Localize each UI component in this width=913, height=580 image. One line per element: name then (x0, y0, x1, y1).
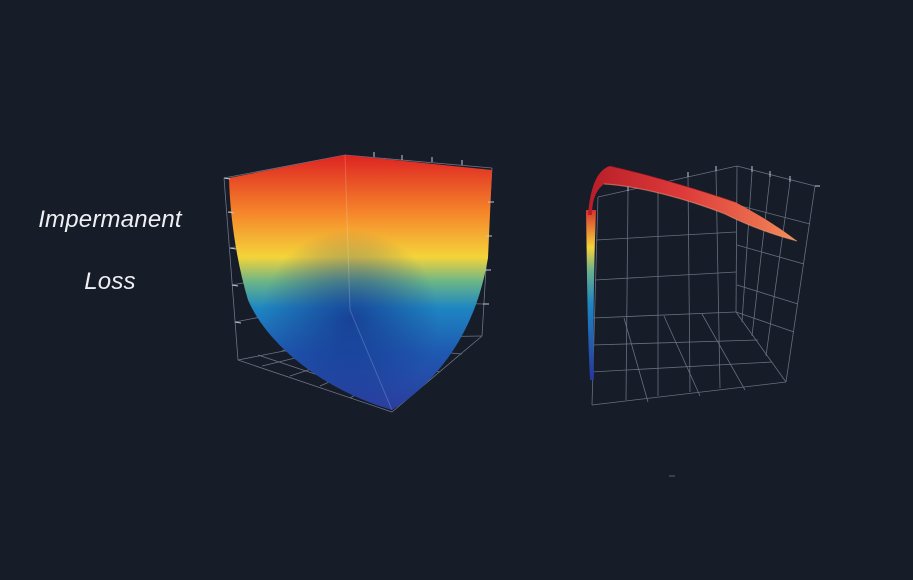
chart-title-line-2: Loss (84, 268, 136, 295)
surface-right-ribbon (588, 166, 797, 241)
chart-title-line-1: Impermanent (38, 206, 182, 233)
grid-box-right (590, 165, 816, 406)
axis-ticks-left (223, 152, 494, 324)
axis-ticks-right (627, 166, 820, 191)
surface-right-drop (586, 210, 596, 380)
